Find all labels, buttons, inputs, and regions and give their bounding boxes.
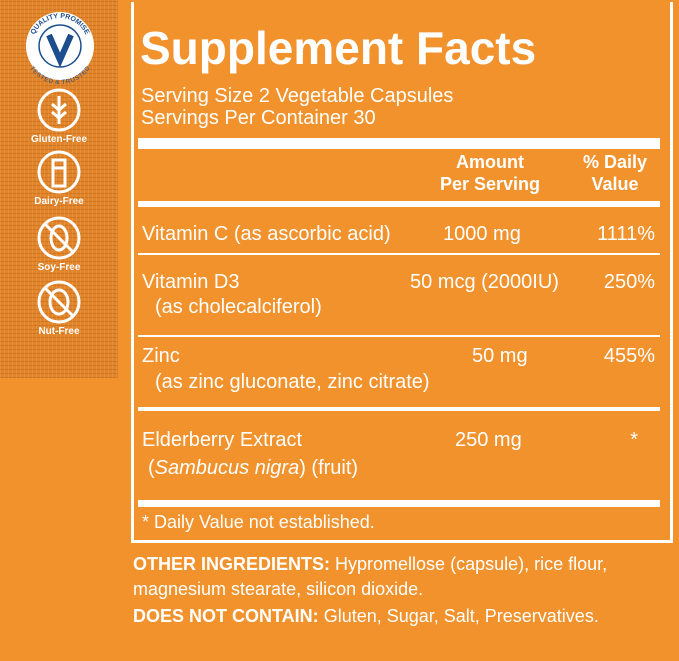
badge-strip: QUALITY PROMISE TESTED & TRUSTED Gluten-… bbox=[0, 0, 118, 378]
quality-badge bbox=[26, 12, 94, 80]
does-not-contain-text: Gluten, Sugar, Salt, Preservatives. bbox=[323, 606, 599, 626]
detail-close: ) (fruit) bbox=[299, 457, 359, 479]
badge-label: Soy-Free bbox=[37, 262, 81, 273]
does-not-contain: DOES NOT CONTAIN: Gluten, Sugar, Salt, P… bbox=[133, 604, 599, 628]
header-dv: Value bbox=[591, 174, 639, 194]
nutrient-amount: 50 mg bbox=[472, 345, 528, 367]
nutrient-dv: * bbox=[630, 429, 638, 451]
header-amount: Amount bbox=[456, 152, 524, 172]
badge-label: Dairy-Free bbox=[34, 196, 84, 207]
thick-rule bbox=[138, 500, 660, 507]
badge-label: Gluten-Free bbox=[30, 134, 88, 145]
other-ingredients: OTHER INGREDIENTS: Hypromellose (capsule… bbox=[133, 552, 607, 576]
rule bbox=[138, 253, 660, 255]
nutrient-name: Elderberry Extract bbox=[142, 429, 303, 451]
other-ingredients-label: OTHER INGREDIENTS: bbox=[133, 554, 331, 574]
header-amount: Per Serving bbox=[439, 174, 541, 194]
rule bbox=[138, 407, 660, 411]
facts-title: Supplement Facts bbox=[140, 22, 537, 74]
servings-per-container: Servings Per Container 30 bbox=[141, 107, 376, 129]
nutrient-dv: 455% bbox=[603, 345, 655, 367]
nutrient-dv: 250% bbox=[603, 271, 655, 293]
rule bbox=[138, 335, 660, 337]
detail-open: ( bbox=[148, 457, 155, 479]
nutrient-amount: 250 mg bbox=[455, 429, 522, 451]
facts-panel bbox=[131, 2, 673, 543]
detail-italic: Sambucus nigra bbox=[154, 457, 300, 479]
badge-label: Nut-Free bbox=[38, 326, 80, 337]
nutrient-amount: 50 mcg (2000IU) bbox=[410, 271, 559, 293]
nutrient-detail: (Sambucus nigra) (fruit) bbox=[148, 456, 358, 480]
other-ingredients-text: Hypromellose (capsule), rice flour, bbox=[335, 554, 608, 574]
nutrient-detail: (as cholecalciferol) bbox=[155, 296, 322, 318]
rule bbox=[138, 201, 660, 207]
thick-rule bbox=[138, 138, 660, 149]
footnote: * Daily Value not established. bbox=[142, 512, 375, 532]
nutrient-name: Zinc bbox=[142, 345, 180, 367]
nutrient-detail: (as zinc gluconate, zinc citrate) bbox=[155, 371, 430, 393]
nutrient-dv: 1111% bbox=[597, 223, 655, 245]
does-not-contain-label: DOES NOT CONTAIN: bbox=[133, 606, 319, 626]
nutrient-name: Vitamin C (as ascorbic acid) bbox=[142, 223, 391, 245]
other-ingredients-text: magnesium stearate, silicon dioxide. bbox=[133, 579, 424, 599]
badge-icons: QUALITY PROMISE TESTED & TRUSTED bbox=[26, 12, 94, 324]
serving-size: Serving Size 2 Vegetable Capsules bbox=[141, 85, 454, 107]
nutrient-name: Vitamin D3 bbox=[142, 271, 240, 293]
header-dv: % Daily bbox=[582, 152, 648, 172]
nutrient-amount: 1000 mg bbox=[443, 223, 521, 245]
